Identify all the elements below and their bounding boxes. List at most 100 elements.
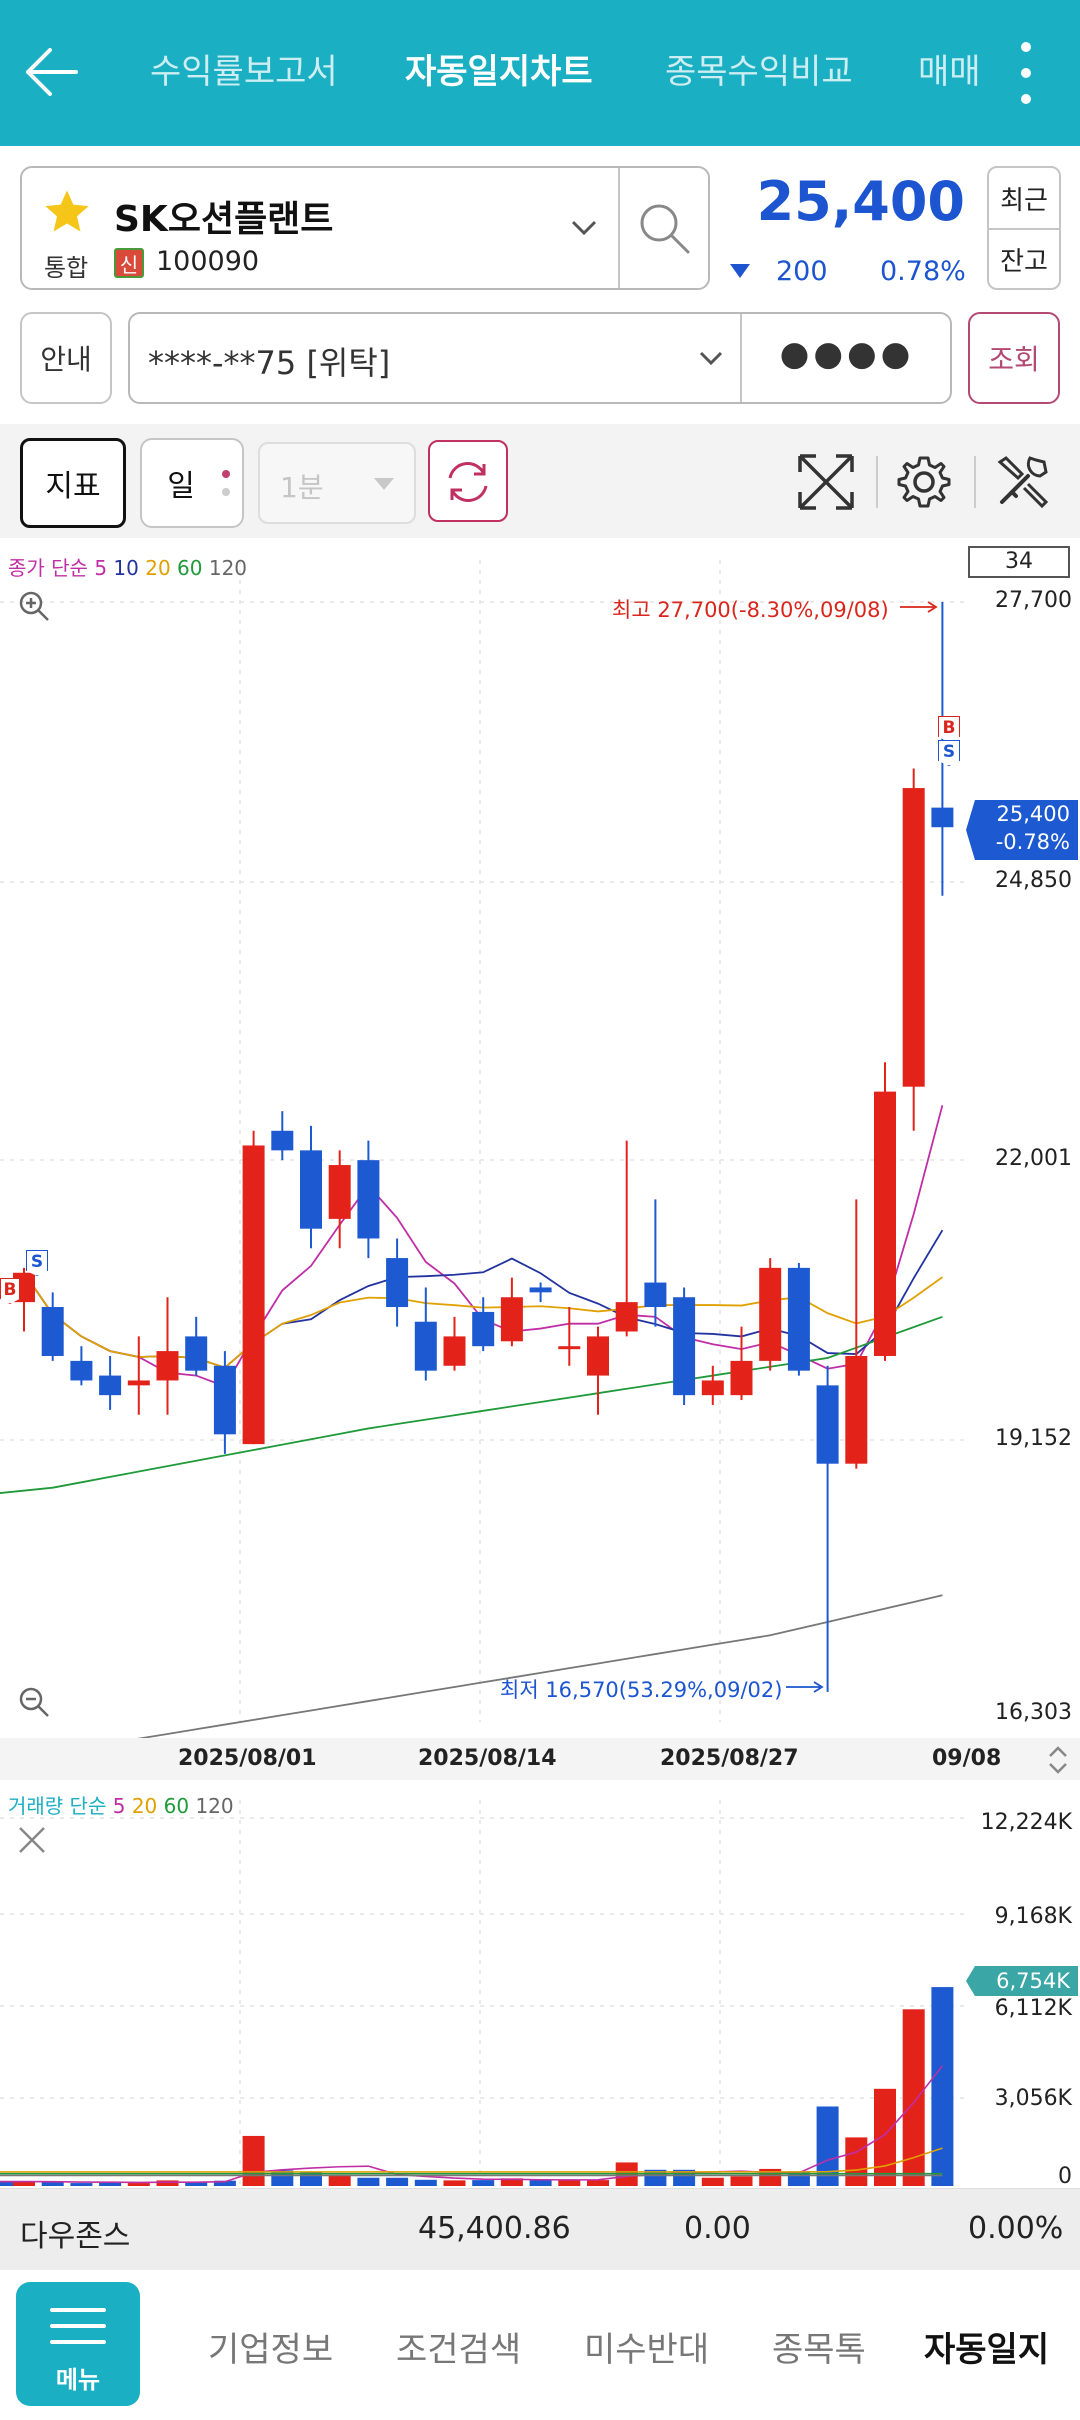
candle-body[interactable]: [443, 1336, 466, 1366]
volume-bar[interactable]: [328, 2174, 351, 2186]
volume-bar[interactable]: [70, 2183, 93, 2186]
volume-bar[interactable]: [845, 2137, 868, 2186]
volume-bar[interactable]: [902, 2009, 925, 2186]
candle-body[interactable]: [644, 1282, 667, 1308]
recent-button[interactable]: 최근: [1000, 185, 1048, 216]
password-field[interactable]: ●●●●: [779, 334, 915, 374]
candle-body[interactable]: [500, 1297, 523, 1342]
fullscreen-icon[interactable]: [796, 452, 856, 512]
candle-body[interactable]: [701, 1380, 724, 1396]
balance-button[interactable]: 잔고: [1000, 246, 1048, 277]
candle-body[interactable]: [127, 1380, 150, 1386]
volume-bar[interactable]: [156, 2180, 179, 2186]
nav-condition-search[interactable]: 조건검색: [396, 2330, 522, 2370]
resize-handle-icon[interactable]: [1046, 1744, 1070, 1776]
volume-bar[interactable]: [414, 2179, 437, 2186]
candle-body[interactable]: [70, 1360, 93, 1381]
volume-bar[interactable]: [500, 2178, 523, 2186]
index-ticker-bar[interactable]: 다우존스 45,400.86 0.00 0.00%: [0, 2188, 1080, 2270]
candle-body[interactable]: [874, 1091, 896, 1356]
candle-body[interactable]: [902, 788, 925, 1087]
query-button[interactable]: 조회: [968, 312, 1060, 404]
volume-bar[interactable]: [41, 2181, 64, 2186]
nav-auto-journal[interactable]: 자동일지: [924, 2330, 1050, 2370]
nav-unsettled[interactable]: 미수반대: [584, 2330, 710, 2370]
settings-gear-icon[interactable]: [894, 452, 954, 512]
candle-body[interactable]: [730, 1360, 753, 1396]
price-ma-legend[interactable]: 종가 단순 5 10 20 60 120: [8, 552, 247, 581]
tab-return-report[interactable]: 수익률보고서: [150, 52, 338, 92]
favorite-star-icon[interactable]: [40, 186, 94, 238]
sell-marker[interactable]: S: [938, 740, 960, 766]
candle-body[interactable]: [787, 1267, 810, 1371]
buy-marker[interactable]: B: [938, 716, 960, 742]
volume-bar[interactable]: [816, 2106, 839, 2186]
indicator-button[interactable]: 지표: [20, 438, 126, 528]
volume-bar[interactable]: [13, 2181, 35, 2186]
candle-body[interactable]: [759, 1267, 782, 1361]
candle-body[interactable]: [185, 1336, 208, 1371]
search-icon[interactable]: [634, 198, 694, 258]
volume-bar[interactable]: [357, 2177, 380, 2186]
volume-bar[interactable]: [587, 2180, 609, 2186]
candle-body[interactable]: [213, 1365, 236, 1435]
visible-count-box[interactable]: 34: [968, 546, 1070, 578]
volume-bar[interactable]: [701, 2177, 724, 2186]
volume-bar[interactable]: [213, 2180, 236, 2186]
volume-bar[interactable]: [127, 2183, 150, 2186]
zoom-in-icon[interactable]: [16, 588, 52, 624]
zoom-out-icon[interactable]: [16, 1684, 52, 1720]
candle-body[interactable]: [156, 1351, 179, 1381]
candle-body[interactable]: [99, 1375, 122, 1396]
chart-canvas[interactable]: [0, 538, 1080, 2188]
candle-body[interactable]: [529, 1287, 552, 1293]
volume-bar[interactable]: [99, 2182, 122, 2186]
tools-icon[interactable]: [992, 452, 1052, 512]
account-selector[interactable]: ****-**75 [위탁] ●●●●: [128, 312, 952, 404]
volume-bar[interactable]: [0, 2181, 22, 2186]
chart-area[interactable]: 종가 단순 5 10 20 60 120 34 27,700 24,850 22…: [0, 538, 1080, 2189]
candle-body[interactable]: [845, 1355, 868, 1464]
candle-body[interactable]: [41, 1307, 64, 1356]
menu-button[interactable]: 메뉴: [16, 2282, 140, 2406]
guide-button[interactable]: 안내: [20, 312, 112, 404]
volume-bar[interactable]: [874, 2088, 896, 2186]
volume-bar[interactable]: [472, 2180, 495, 2186]
candle-body[interactable]: [472, 1311, 495, 1347]
volume-bar[interactable]: [730, 2176, 753, 2186]
volume-bar[interactable]: [558, 2180, 581, 2186]
candle-body[interactable]: [615, 1302, 638, 1332]
candle-body[interactable]: [357, 1160, 380, 1239]
refresh-button[interactable]: [428, 440, 508, 522]
volume-bar[interactable]: [443, 2180, 466, 2186]
tab-auto-journal-chart[interactable]: 자동일지차트: [405, 52, 593, 92]
sell-marker[interactable]: S: [26, 1250, 48, 1276]
volume-bar[interactable]: [931, 1987, 954, 2186]
candle-body[interactable]: [931, 807, 954, 828]
nav-stock-talk[interactable]: 종목톡: [772, 2330, 866, 2370]
more-menu-icon[interactable]: [1016, 42, 1036, 104]
candle-body[interactable]: [328, 1165, 351, 1219]
volume-bar[interactable]: [386, 2177, 409, 2186]
period-selector[interactable]: 일: [140, 438, 244, 528]
candle-body[interactable]: [414, 1321, 437, 1371]
candle-body[interactable]: [587, 1336, 609, 1376]
buy-marker[interactable]: B: [0, 1278, 20, 1304]
tab-trade[interactable]: 매매: [918, 52, 981, 92]
volume-bar[interactable]: [242, 2135, 265, 2186]
back-arrow-icon[interactable]: [24, 46, 80, 98]
candle-body[interactable]: [558, 1346, 581, 1350]
volume-ma-legend[interactable]: 거래량 단순 5 20 60 120: [8, 1790, 234, 1819]
stock-selector[interactable]: SK오션플랜트 통합 신 100090: [20, 166, 710, 290]
candle-body[interactable]: [673, 1297, 696, 1396]
candle-body[interactable]: [271, 1130, 294, 1151]
candle-body[interactable]: [386, 1258, 409, 1308]
volume-bar[interactable]: [185, 2181, 208, 2186]
nav-company-info[interactable]: 기업정보: [208, 2330, 334, 2370]
close-icon[interactable]: [16, 1824, 48, 1856]
candle-body[interactable]: [300, 1150, 322, 1229]
tab-stock-return-compare[interactable]: 종목수익비교: [665, 52, 853, 92]
volume-bar[interactable]: [529, 2180, 552, 2186]
candle-body[interactable]: [242, 1145, 265, 1445]
volume-bar[interactable]: [271, 2170, 294, 2186]
